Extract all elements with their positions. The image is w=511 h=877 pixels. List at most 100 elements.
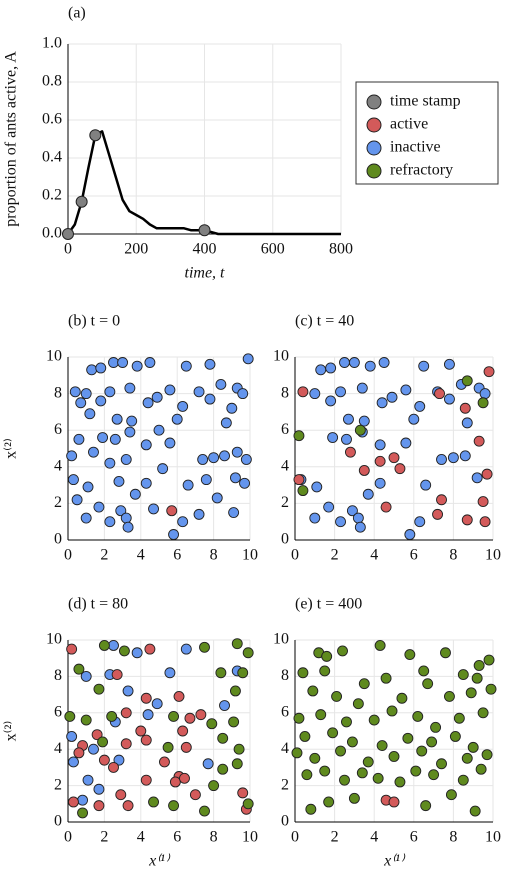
ant bbox=[485, 683, 497, 695]
ant bbox=[348, 357, 360, 368]
y-tick-label: 6 bbox=[54, 703, 62, 720]
ant bbox=[64, 710, 76, 722]
ant bbox=[358, 415, 370, 427]
ant bbox=[93, 783, 105, 795]
ant bbox=[404, 529, 416, 540]
ant bbox=[120, 454, 132, 465]
x-tick-label: 0 bbox=[64, 547, 72, 564]
ant bbox=[177, 400, 189, 412]
ant bbox=[157, 463, 169, 475]
ant bbox=[465, 687, 477, 699]
ant bbox=[331, 690, 343, 702]
ant bbox=[73, 663, 85, 675]
ant bbox=[113, 754, 125, 766]
ant bbox=[374, 640, 386, 651]
ant bbox=[412, 710, 424, 722]
ant bbox=[339, 357, 350, 368]
ant bbox=[402, 732, 414, 744]
ant bbox=[293, 474, 305, 486]
ant bbox=[380, 501, 392, 513]
ant bbox=[182, 479, 194, 491]
ant bbox=[459, 402, 471, 414]
ant bbox=[151, 391, 163, 403]
ant bbox=[88, 743, 99, 755]
ant bbox=[215, 379, 227, 390]
ant bbox=[231, 758, 243, 770]
ant bbox=[408, 413, 420, 425]
ant bbox=[315, 364, 327, 376]
ant bbox=[131, 647, 143, 659]
x-tick-label: 6 bbox=[173, 829, 181, 846]
ant bbox=[477, 496, 489, 508]
ant bbox=[104, 457, 116, 469]
ant bbox=[68, 796, 79, 808]
ant bbox=[432, 508, 444, 520]
ant bbox=[436, 758, 447, 770]
ant bbox=[457, 774, 469, 786]
ant bbox=[164, 667, 176, 679]
ant bbox=[82, 481, 94, 493]
ant bbox=[337, 645, 348, 657]
ant bbox=[95, 395, 107, 407]
ant bbox=[177, 516, 189, 528]
ant bbox=[400, 437, 412, 449]
ant bbox=[166, 505, 178, 517]
ant bbox=[206, 718, 218, 730]
ant bbox=[461, 752, 473, 764]
ant bbox=[202, 758, 214, 770]
ant bbox=[88, 446, 99, 458]
ant bbox=[309, 388, 321, 400]
ant bbox=[126, 415, 138, 427]
x-tick-label: 6 bbox=[173, 547, 181, 564]
x-tick-label: 0 bbox=[291, 829, 299, 846]
panel-title: (c) t = 40 bbox=[295, 313, 354, 330]
ant bbox=[193, 508, 205, 520]
ant bbox=[471, 472, 483, 484]
ant bbox=[106, 710, 118, 722]
y-tick-label: 0 bbox=[281, 531, 289, 548]
ant bbox=[153, 424, 165, 436]
ant bbox=[233, 743, 245, 755]
ant bbox=[104, 386, 116, 398]
ant bbox=[108, 357, 119, 368]
ant bbox=[91, 729, 103, 741]
ant bbox=[323, 796, 335, 808]
ant bbox=[327, 727, 339, 739]
ant bbox=[98, 754, 110, 766]
y-axis-label: proportion of ants active, A bbox=[3, 51, 20, 227]
ant bbox=[68, 474, 79, 486]
ant bbox=[386, 705, 398, 717]
ant bbox=[208, 452, 220, 464]
ant bbox=[388, 452, 400, 464]
ant bbox=[341, 716, 352, 728]
ant bbox=[467, 741, 479, 753]
ant bbox=[177, 725, 189, 737]
ant bbox=[473, 435, 485, 447]
panel-title: (a) bbox=[68, 5, 86, 22]
ant bbox=[335, 745, 346, 757]
ant bbox=[115, 505, 127, 517]
ant bbox=[394, 776, 406, 788]
ant bbox=[388, 796, 400, 808]
ant bbox=[422, 678, 434, 690]
y-tick-label: 8 bbox=[54, 667, 62, 684]
x-tick-label: 2 bbox=[331, 829, 339, 846]
ant bbox=[414, 516, 426, 528]
ant bbox=[148, 796, 159, 808]
ant bbox=[481, 468, 493, 480]
ant bbox=[483, 654, 495, 666]
x-tick-label: 10 bbox=[485, 829, 501, 846]
ant bbox=[93, 501, 105, 513]
ant bbox=[477, 397, 489, 409]
ant bbox=[226, 402, 238, 414]
ant bbox=[374, 477, 386, 489]
ant bbox=[354, 521, 366, 533]
ant bbox=[386, 391, 398, 403]
ant bbox=[204, 358, 216, 370]
y-tick-label: 4 bbox=[281, 740, 289, 757]
ant bbox=[356, 767, 368, 779]
ant bbox=[108, 761, 119, 773]
ant bbox=[229, 685, 241, 697]
ant bbox=[217, 763, 229, 775]
